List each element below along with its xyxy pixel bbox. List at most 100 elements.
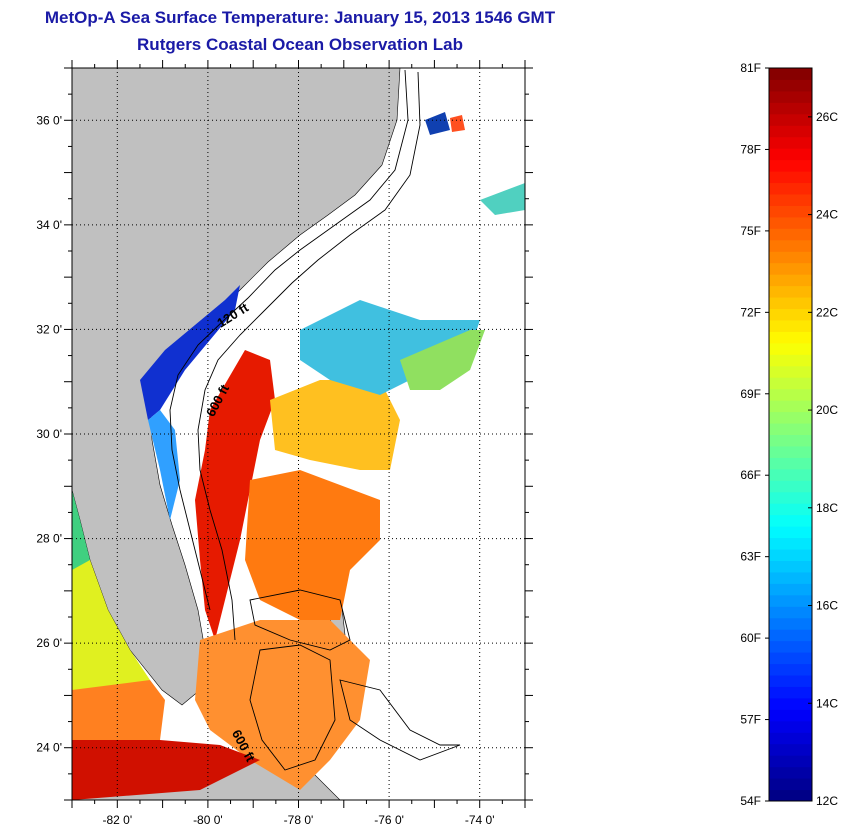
colorbar-c-label: 14C [816, 696, 838, 710]
colorbar-c-label: 26C [816, 110, 838, 124]
colorbar-segment [769, 537, 812, 550]
colorbar-segment [769, 331, 812, 344]
map-axis-ticks: -82 0' -80 0' -78 0' -76 0' -74 0' 36 0' 34 0'… [36, 60, 533, 827]
colorbar-f-label: 81F [740, 61, 761, 75]
colorbar-f-label: 60F [740, 631, 761, 645]
colorbar-segment [769, 755, 812, 768]
lat-tick-label: 34 0' [36, 218, 62, 232]
colorbar-segment [769, 319, 812, 332]
colorbar-c-label: 18C [816, 501, 838, 515]
colorbar-segment [769, 663, 812, 676]
colorbar-segment [769, 342, 812, 355]
colorbar-segment [769, 125, 812, 138]
colorbar-segment [769, 285, 812, 298]
colorbar-segment [769, 354, 812, 367]
colorbar-c-label: 24C [816, 208, 838, 222]
colorbar-segment [769, 171, 812, 184]
colorbar-segment [769, 594, 812, 607]
colorbar-segment [769, 113, 812, 126]
colorbar-segment [769, 640, 812, 653]
colorbar-f-label: 66F [740, 468, 761, 482]
colorbar-segment [769, 503, 812, 516]
colorbar-f-label: 72F [740, 305, 761, 319]
colorbar-segment [769, 709, 812, 722]
colorbar-segment [769, 423, 812, 435]
lon-tick-label: -74 0' [465, 813, 495, 827]
colorbar-c-label: 12C [816, 794, 838, 808]
colorbar-segment [769, 239, 812, 252]
sst-north-cyan [480, 183, 525, 215]
colorbar-segment [769, 102, 812, 115]
map-subtitle: Rutgers Coastal Ocean Observation Lab [137, 35, 463, 54]
colorbar-segment [769, 560, 812, 573]
colorbar-segment [769, 468, 812, 481]
colorbar-segment [769, 652, 812, 665]
colorbar-segment [769, 308, 812, 321]
colorbar-segment [769, 79, 812, 92]
colorbar-segment [769, 617, 812, 630]
colorbar-segment [769, 262, 812, 275]
sst-offshore-green [400, 330, 485, 390]
sst-east-yellow [270, 380, 400, 470]
colorbar-segment [769, 411, 812, 424]
colorbar-segment [769, 766, 812, 779]
sst-north-blue [425, 112, 450, 135]
colorbar-segment [769, 491, 812, 504]
sst-offshore-cyan [300, 300, 480, 395]
colorbar-frame [768, 67, 813, 802]
lat-tick-label: 36 0' [36, 113, 62, 127]
map-title: MetOp-A Sea Surface Temperature: January… [44, 8, 556, 27]
colorbar-segment [769, 68, 812, 80]
lon-tick-label: -80 0' [193, 813, 223, 827]
colorbar-segment [769, 629, 812, 642]
colorbar-segment [769, 445, 812, 458]
lat-tick-label: 32 0' [36, 322, 62, 336]
colorbar-f-label: 69F [740, 387, 761, 401]
colorbar-segment [769, 205, 812, 218]
lat-tick-label: 24 0' [36, 741, 62, 755]
colorbar-segment [769, 778, 812, 791]
sst-gulf-yellow [72, 540, 150, 690]
contour-120ft [169, 69, 409, 611]
colorbar-segment [769, 148, 812, 161]
colorbar-segment [769, 193, 812, 206]
colorbar-f-label: 78F [740, 142, 761, 156]
lat-tick-label: 28 0' [36, 532, 62, 546]
colorbar-segment [769, 400, 812, 413]
colorbar-c-label: 20C [816, 403, 838, 417]
colorbar-segment [769, 606, 812, 619]
colorbar-f-label: 54F [740, 794, 761, 808]
colorbar-segment [769, 571, 812, 584]
sst-keys-red [72, 740, 260, 800]
colorbar-segment [769, 388, 812, 401]
sst-gulf-orange [72, 680, 165, 740]
colorbar-segment [769, 274, 812, 287]
sst-bahamas-orange [195, 620, 370, 790]
lat-tick-label: 30 0' [36, 427, 62, 441]
colorbar-segment [769, 583, 812, 596]
colorbar-f-label: 57F [740, 713, 761, 727]
colorbar-segment [769, 182, 812, 195]
sst-shelf-blue [140, 285, 240, 420]
sst-gulf-stream-orange [245, 470, 380, 620]
sst-gulf-stream-red [195, 350, 275, 640]
colorbar-segment [769, 216, 812, 229]
lon-tick-label: -82 0' [102, 813, 132, 827]
colorbar-segment [769, 743, 812, 756]
colorbar-segment [769, 365, 812, 378]
colorbar-segment [769, 720, 812, 733]
colorbar-segment [769, 514, 812, 527]
colorbar-segment [769, 377, 812, 390]
contour-600ft [197, 71, 421, 641]
colorbar: 81F 78F 75F 72F 69F 66F 63F 60F 57F 54F 26C 24C 22C 2… [740, 61, 838, 808]
colorbar-c-label: 22C [816, 305, 838, 319]
colorbar-c-label: 16C [816, 599, 838, 613]
colorbar-segment [769, 90, 812, 103]
sst-shelf-cyan [148, 410, 180, 520]
colorbar-segment [769, 549, 812, 561]
colorbar-segment [769, 697, 812, 710]
colorbar-segment [769, 457, 812, 470]
lon-tick-label: -76 0' [374, 813, 404, 827]
colorbar-segment [769, 675, 812, 687]
